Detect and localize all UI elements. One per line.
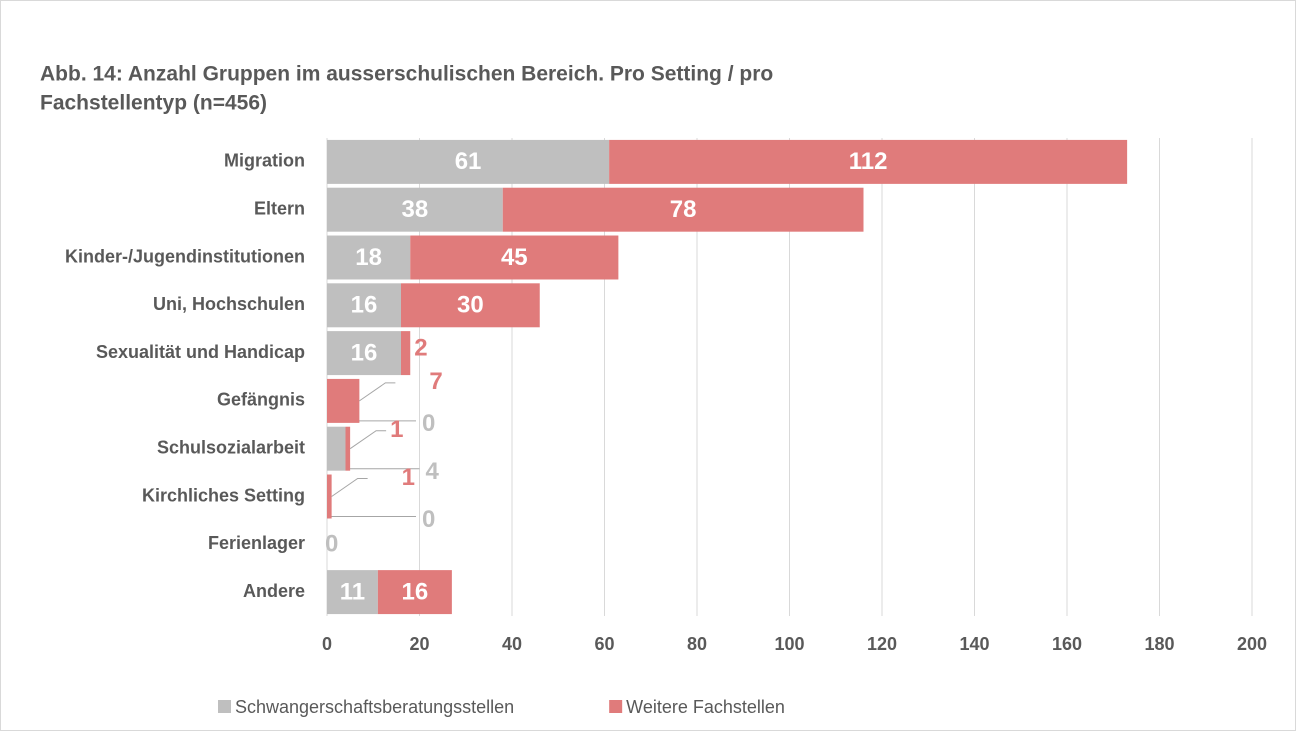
legend-swatch bbox=[218, 700, 231, 713]
data-label: 16 bbox=[402, 578, 429, 605]
x-tick-label: 140 bbox=[959, 634, 989, 654]
data-label: 112 bbox=[849, 148, 888, 175]
x-tick-label: 120 bbox=[867, 634, 897, 654]
x-tick-label: 0 bbox=[322, 634, 332, 654]
bar-segment bbox=[410, 235, 619, 280]
data-label: 7 bbox=[429, 368, 442, 395]
leader-line bbox=[331, 478, 368, 497]
bar-segment bbox=[327, 570, 378, 615]
data-label: 78 bbox=[670, 196, 697, 223]
data-label: 2 bbox=[414, 334, 427, 361]
y-tick-label: Andere bbox=[243, 581, 305, 601]
legend-label: Weitere Fachstellen bbox=[626, 697, 785, 717]
data-label: 16 bbox=[351, 292, 378, 319]
data-label: 4 bbox=[426, 458, 440, 485]
y-tick-label: Sexualität und Handicap bbox=[96, 342, 305, 362]
x-tick-label: 60 bbox=[594, 634, 614, 654]
x-tick-label: 40 bbox=[502, 634, 522, 654]
legend-swatch bbox=[609, 700, 623, 713]
x-tick-label: 100 bbox=[774, 634, 804, 654]
bar-segment bbox=[377, 570, 452, 615]
y-tick-label: Kinder-/Jugendinstitutionen bbox=[65, 246, 305, 266]
data-label: 1 bbox=[402, 464, 415, 491]
data-label: 11 bbox=[340, 578, 365, 605]
bar-segment bbox=[502, 187, 864, 232]
x-tick-label: 20 bbox=[409, 634, 429, 654]
x-tick-label: 180 bbox=[1144, 634, 1174, 654]
data-label: 1 bbox=[390, 416, 403, 443]
leader-line bbox=[359, 382, 396, 402]
data-label: 16 bbox=[351, 339, 378, 366]
bar-segment bbox=[609, 139, 1128, 184]
data-label: 0 bbox=[422, 506, 435, 533]
bar-segment bbox=[345, 426, 351, 471]
data-label: 0 bbox=[325, 531, 338, 558]
data-label: 38 bbox=[402, 196, 429, 223]
bar-segment bbox=[327, 426, 346, 471]
legend-label: Schwangerschaftsberatungsstellen bbox=[235, 697, 514, 717]
y-tick-label: Schulsozialarbeit bbox=[157, 437, 305, 457]
y-tick-label: Migration bbox=[224, 151, 305, 171]
x-tick-label: 160 bbox=[1052, 634, 1082, 654]
bar-segment bbox=[327, 139, 610, 184]
bar-segment bbox=[327, 235, 411, 280]
y-tick-label: Uni, Hochschulen bbox=[153, 294, 305, 314]
bar-segment bbox=[327, 378, 360, 423]
bar-segment bbox=[327, 283, 401, 328]
data-label: 30 bbox=[457, 292, 484, 319]
x-tick-label: 80 bbox=[687, 634, 707, 654]
data-label: 61 bbox=[455, 148, 482, 175]
y-tick-label: Gefängnis bbox=[217, 390, 305, 410]
chart-title: Abb. 14: Anzahl Gruppen im ausserschulis… bbox=[40, 63, 773, 86]
data-label: 0 bbox=[422, 410, 435, 437]
bar-segment bbox=[327, 331, 401, 376]
bar-segment bbox=[401, 331, 411, 376]
bar-segment bbox=[327, 474, 332, 519]
chart-subtitle: Fachstellentyp (n=456) bbox=[40, 92, 267, 115]
y-tick-label: Eltern bbox=[254, 198, 305, 218]
data-label: 45 bbox=[501, 244, 528, 271]
y-tick-label: Kirchliches Setting bbox=[142, 485, 305, 505]
leader-line bbox=[349, 430, 387, 450]
y-tick-label: Ferienlager bbox=[208, 533, 305, 553]
bar-segment bbox=[401, 283, 540, 328]
data-label: 18 bbox=[355, 244, 382, 271]
bar-segment bbox=[327, 187, 503, 232]
x-tick-label: 200 bbox=[1237, 634, 1267, 654]
